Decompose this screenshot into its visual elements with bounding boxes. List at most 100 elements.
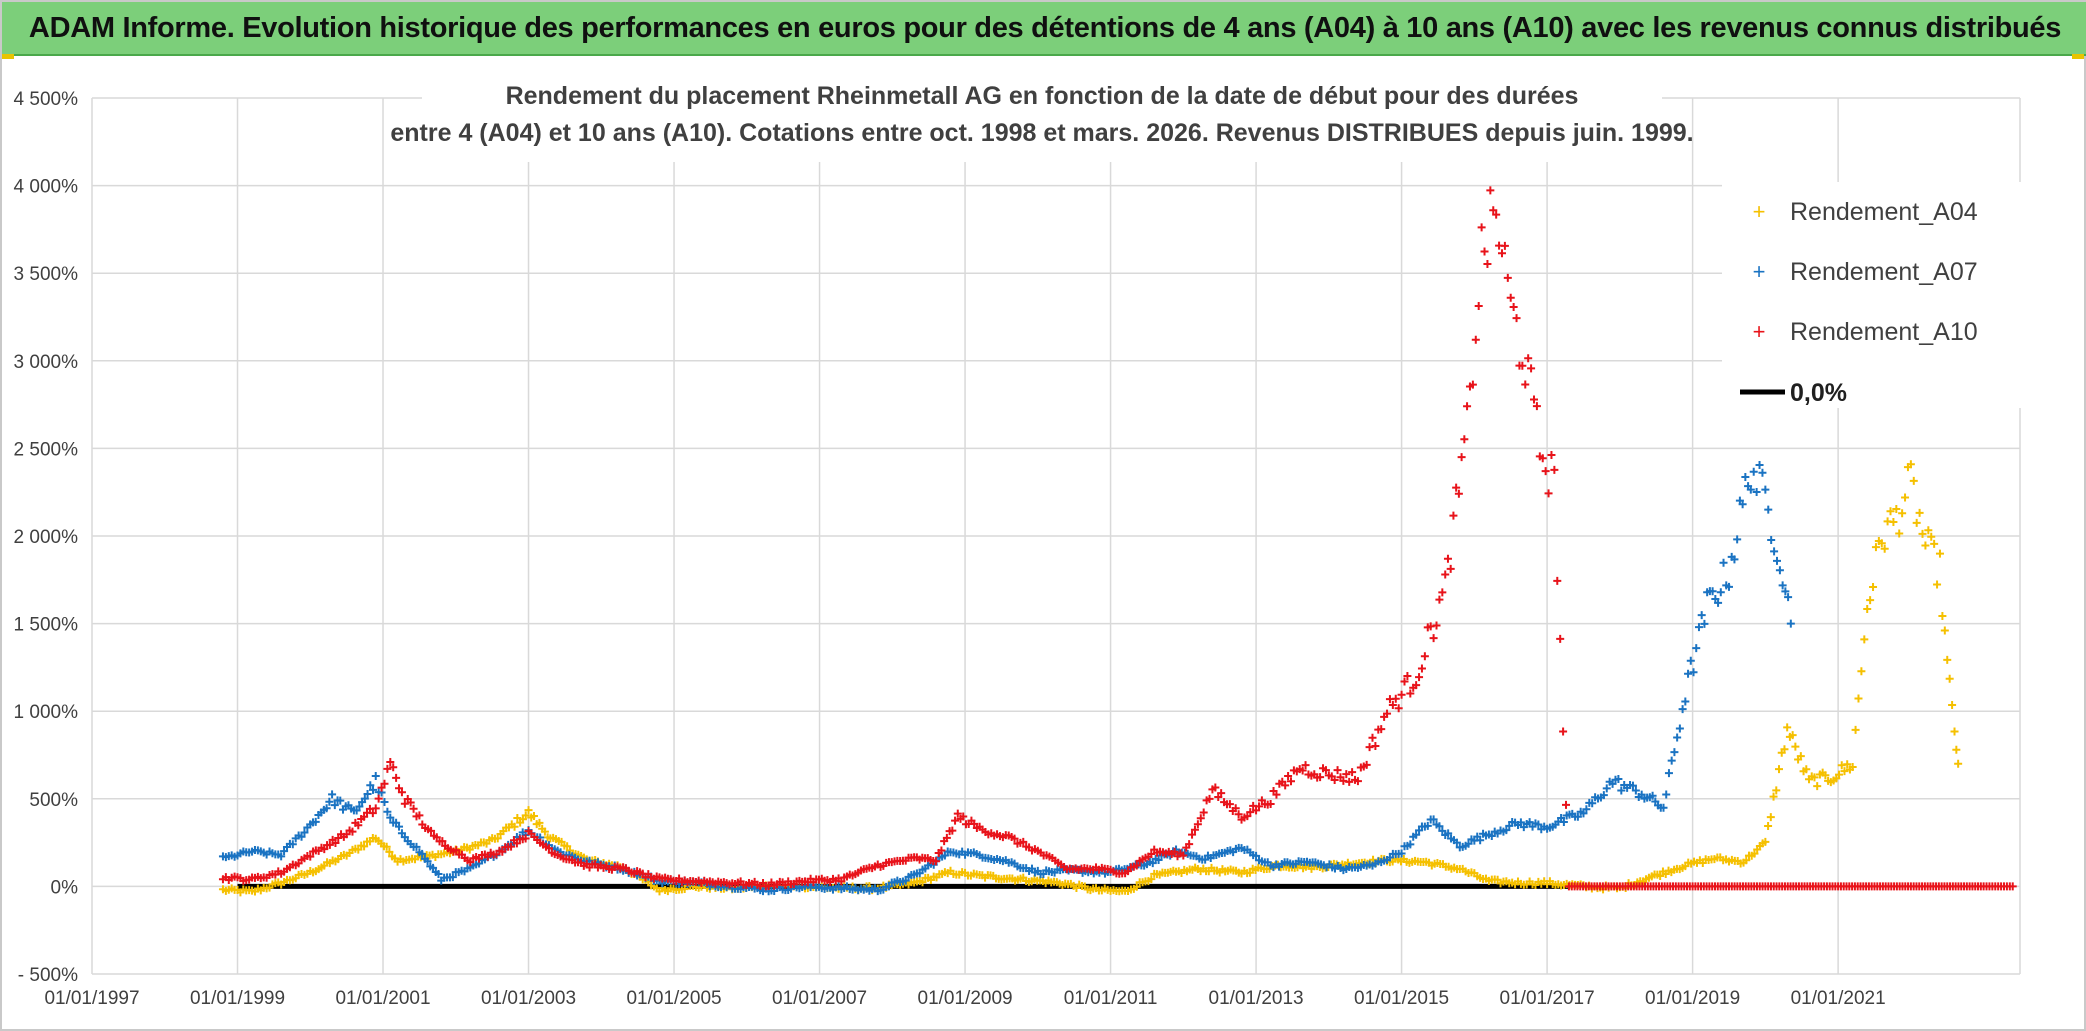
data-point <box>280 847 289 856</box>
data-point <box>1694 623 1703 632</box>
x-tick-label: 01/01/2011 <box>1064 988 1158 1009</box>
data-point <box>1840 767 1849 776</box>
data-point <box>1179 851 1188 860</box>
data-point <box>363 789 372 798</box>
data-point <box>1284 771 1293 780</box>
data-point <box>1400 677 1409 686</box>
data-point <box>1415 673 1424 682</box>
data-point <box>1758 468 1767 477</box>
data-point <box>1438 588 1447 597</box>
data-point <box>951 816 960 825</box>
data-point <box>1772 786 1781 795</box>
data-point <box>1019 837 1028 846</box>
data-point <box>510 822 519 831</box>
data-point <box>1924 526 1933 535</box>
data-point <box>918 878 927 887</box>
data-point <box>1394 704 1403 713</box>
data-point <box>1397 849 1406 858</box>
data-point <box>320 845 329 854</box>
data-point <box>2008 882 2017 891</box>
data-point <box>1196 814 1205 823</box>
x-tick-label: 01/01/1999 <box>190 988 285 1009</box>
data-point <box>953 809 962 818</box>
data-point <box>382 842 391 851</box>
data-point <box>1791 742 1800 751</box>
chart-title-line-1: Rendement du placement Rheinmetall AG en… <box>506 82 1579 110</box>
data-point <box>392 773 401 782</box>
data-point <box>1573 812 1582 821</box>
data-point <box>1945 674 1954 683</box>
data-point <box>1377 725 1386 734</box>
data-point <box>1556 634 1565 643</box>
data-point <box>1492 210 1501 219</box>
data-point <box>1749 467 1758 476</box>
data-point <box>1532 402 1541 411</box>
data-point <box>521 834 530 843</box>
title-background <box>422 62 1662 162</box>
data-point <box>1700 619 1709 628</box>
data-point <box>1948 700 1957 709</box>
x-tick-label: 01/01/2017 <box>1500 988 1595 1009</box>
data-point <box>1648 791 1657 800</box>
data-point <box>1243 812 1252 821</box>
data-point <box>1557 814 1566 823</box>
data-point <box>1487 831 1496 840</box>
data-point <box>1483 260 1492 269</box>
data-point <box>1412 830 1421 839</box>
data-point <box>1738 500 1747 509</box>
data-point <box>1281 781 1290 790</box>
data-point <box>1866 596 1875 605</box>
data-point <box>1742 856 1751 865</box>
data-point <box>380 779 389 788</box>
data-point <box>1412 681 1421 690</box>
data-point <box>395 784 404 793</box>
data-point <box>1231 804 1240 813</box>
legend-marker-a10: + <box>1753 319 1766 344</box>
data-point <box>1692 644 1701 653</box>
data-point <box>1741 473 1750 482</box>
chart-title-line-2: entre 4 (A04) et 10 ans (A10). Cotations… <box>390 119 1693 147</box>
data-point <box>371 771 380 780</box>
data-point <box>1342 770 1351 779</box>
data-point <box>406 798 415 807</box>
data-point <box>1446 564 1455 573</box>
data-point <box>1272 790 1281 799</box>
data-point <box>1371 742 1380 751</box>
data-point <box>1788 731 1797 740</box>
data-point <box>369 785 378 794</box>
axes: - 500% 0% 500% 1 000% 1 500% 2 000% 2 500% 3 00… <box>14 89 1886 1009</box>
data-point <box>1333 766 1342 775</box>
data-point <box>1775 566 1784 575</box>
data-point <box>1330 776 1339 785</box>
data-point <box>1813 782 1822 791</box>
data-point <box>1452 838 1461 847</box>
data-point <box>1656 871 1665 880</box>
data-point <box>1773 556 1781 565</box>
data-point <box>1132 882 1141 891</box>
data-point <box>306 852 315 861</box>
x-tick-label: 01/01/2013 <box>1209 988 1304 1009</box>
data-point <box>1895 529 1904 538</box>
data-point <box>400 799 409 808</box>
data-point <box>331 839 340 848</box>
y-tick-label: 4 500% <box>14 89 79 110</box>
data-point <box>1912 518 1921 527</box>
data-point <box>1719 558 1728 567</box>
data-point <box>1321 766 1330 775</box>
data-point <box>1921 541 1930 550</box>
data-point <box>1579 809 1588 818</box>
x-tick-label: 01/01/1997 <box>44 988 139 1009</box>
data-point <box>1930 539 1939 548</box>
data-point <box>1435 822 1444 831</box>
x-tick-label: 01/01/2015 <box>1354 988 1449 1009</box>
data-point <box>1199 808 1208 817</box>
data-point <box>1524 354 1533 363</box>
data-point <box>1246 808 1255 817</box>
x-tick-label: 01/01/2021 <box>1791 988 1886 1009</box>
data-point <box>1918 529 1927 538</box>
data-point <box>383 764 392 773</box>
data-point <box>1550 465 1559 474</box>
data-point <box>1933 580 1942 589</box>
data-point <box>521 811 530 820</box>
data-point <box>1909 476 1918 485</box>
